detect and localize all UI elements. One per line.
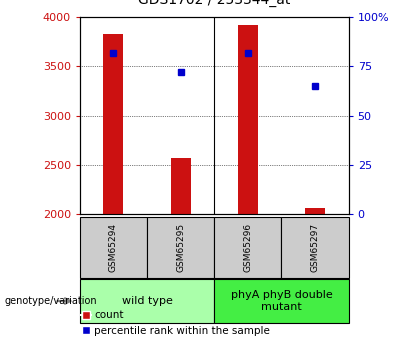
Bar	[305, 208, 325, 214]
Legend: count, percentile rank within the sample: count, percentile rank within the sample	[76, 306, 274, 340]
Text: GSM65294: GSM65294	[109, 223, 118, 272]
Text: GSM65296: GSM65296	[243, 223, 252, 272]
Bar	[238, 25, 258, 214]
Text: genotype/variation: genotype/variation	[4, 296, 97, 306]
Text: wild type: wild type	[121, 296, 173, 306]
Bar	[171, 158, 191, 214]
Text: GDS1702 / 253344_at: GDS1702 / 253344_at	[138, 0, 290, 7]
Text: GSM65297: GSM65297	[310, 223, 320, 272]
Text: GSM65295: GSM65295	[176, 223, 185, 272]
Bar	[103, 34, 123, 214]
Text: phyA phyB double
mutant: phyA phyB double mutant	[231, 290, 332, 312]
